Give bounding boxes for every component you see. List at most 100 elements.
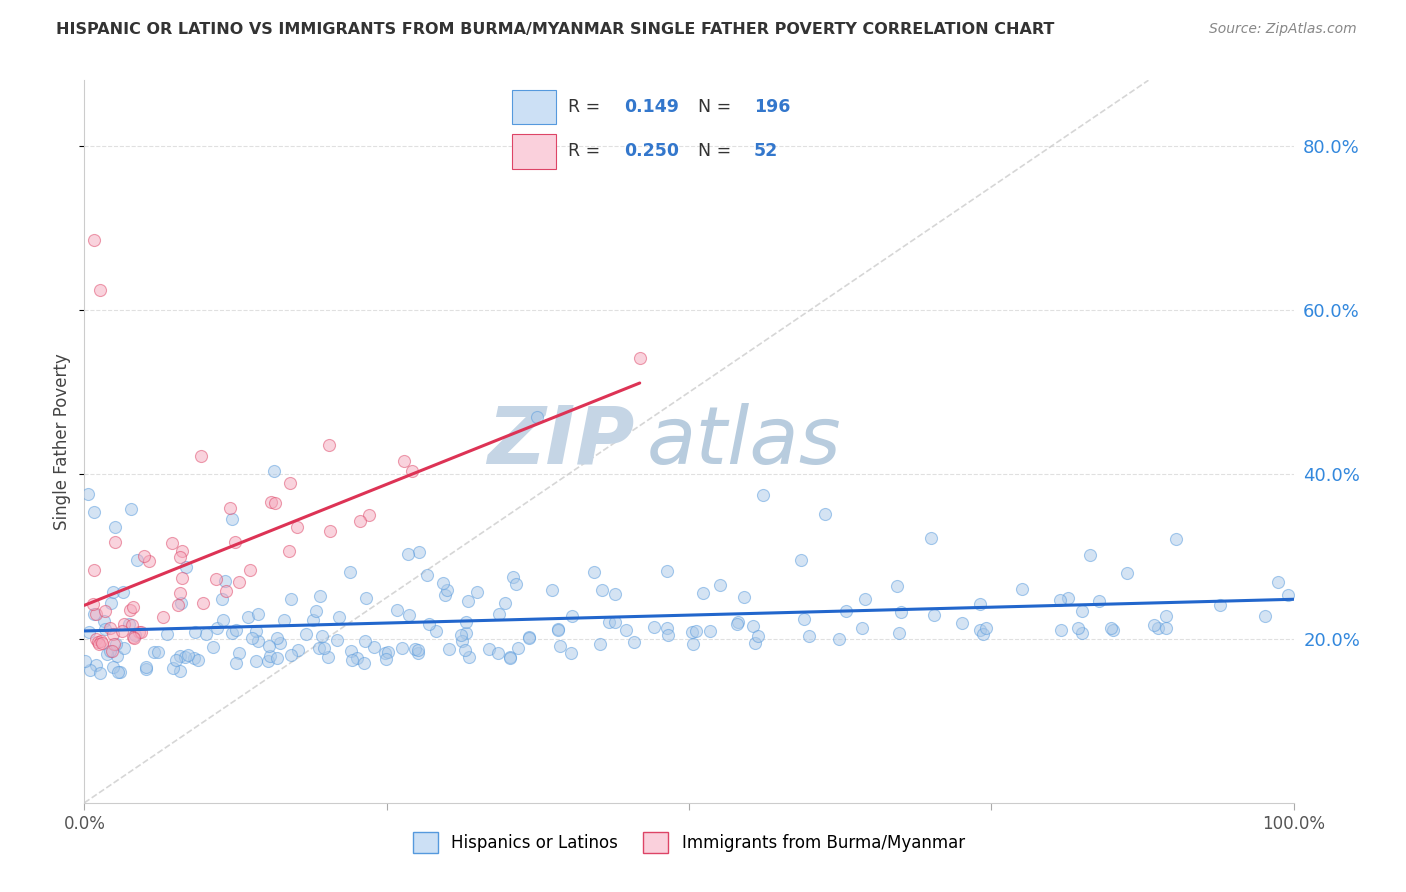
Point [195, 626, 218, 640]
Point [280, 476, 302, 491]
Point [643, 620, 665, 634]
Text: Source: ZipAtlas.com: Source: ZipAtlas.com [1209, 22, 1357, 37]
Point [287, 643, 309, 657]
Point [603, 615, 626, 629]
Point [547, 623, 569, 637]
Point [190, 449, 212, 463]
Point [657, 628, 679, 642]
Point [309, 589, 332, 603]
Point [408, 545, 430, 559]
Point [83, 233, 105, 247]
Legend: Hispanics or Latinos, Immigrants from Burma/Myanmar: Hispanics or Latinos, Immigrants from Bu… [406, 826, 972, 860]
Point [499, 651, 522, 665]
Point [73, 654, 96, 668]
Point [349, 515, 371, 529]
Point [269, 635, 291, 649]
Point [84, 607, 107, 621]
Point [77, 625, 100, 640]
Point [454, 643, 477, 657]
Point [561, 609, 583, 624]
Point [128, 625, 150, 640]
Point [91, 636, 114, 650]
Point [560, 646, 582, 660]
Text: ZIP: ZIP [486, 402, 634, 481]
Point [685, 624, 707, 639]
Point [84, 632, 107, 646]
Point [318, 438, 340, 452]
Point [82, 597, 104, 611]
Point [339, 565, 361, 579]
Point [494, 596, 516, 610]
Point [457, 594, 479, 608]
Point [1101, 623, 1123, 637]
Point [790, 553, 813, 567]
Point [156, 627, 179, 641]
Point [228, 646, 250, 660]
Point [121, 618, 143, 632]
Point [98, 621, 121, 635]
Y-axis label: Single Father Poverty: Single Father Poverty [53, 353, 72, 530]
Point [257, 639, 280, 653]
Point [135, 660, 157, 674]
Point [623, 635, 645, 649]
Point [415, 567, 437, 582]
Point [201, 640, 224, 654]
Point [375, 652, 398, 666]
Point [225, 656, 247, 670]
Point [125, 553, 148, 567]
Point [100, 596, 122, 610]
Point [797, 630, 820, 644]
Point [98, 643, 121, 657]
Point [451, 634, 474, 648]
Point [727, 615, 749, 629]
Point [1070, 604, 1092, 618]
Point [418, 617, 440, 632]
Point [396, 547, 419, 561]
Point [277, 544, 299, 558]
Point [169, 664, 191, 678]
Point [404, 641, 426, 656]
Point [122, 630, 145, 644]
Point [506, 641, 529, 656]
Point [657, 621, 679, 635]
Point [211, 592, 233, 607]
Text: R =: R = [568, 98, 606, 116]
Point [1078, 548, 1101, 562]
Point [166, 599, 188, 613]
Point [827, 632, 849, 646]
Point [1011, 582, 1033, 596]
Point [1056, 591, 1078, 605]
Point [326, 632, 349, 647]
Point [174, 559, 197, 574]
Point [478, 641, 501, 656]
Point [280, 592, 302, 607]
Point [681, 625, 703, 640]
Point [263, 464, 285, 478]
Text: HISPANIC OR LATINO VS IMMIGRANTS FROM BURMA/MYANMAR SINGLE FATHER POVERTY CORREL: HISPANIC OR LATINO VS IMMIGRANTS FROM BU… [56, 22, 1054, 37]
Point [120, 501, 142, 516]
Point [191, 596, 214, 610]
Point [922, 607, 945, 622]
Point [84, 658, 107, 673]
Point [434, 588, 457, 602]
Text: R =: R = [568, 143, 606, 161]
Point [273, 613, 295, 627]
Point [969, 598, 991, 612]
Point [890, 605, 912, 619]
Point [614, 623, 637, 637]
Point [886, 579, 908, 593]
Point [591, 583, 613, 598]
Point [266, 631, 288, 645]
Point [94, 623, 117, 637]
Point [302, 613, 325, 627]
Point [94, 605, 117, 619]
Point [328, 610, 350, 624]
Point [1066, 621, 1088, 635]
Point [1143, 618, 1166, 632]
Point [385, 603, 408, 617]
Point [1116, 566, 1139, 581]
Point [134, 549, 156, 564]
Point [93, 614, 115, 628]
Point [374, 646, 396, 660]
Point [605, 587, 627, 601]
